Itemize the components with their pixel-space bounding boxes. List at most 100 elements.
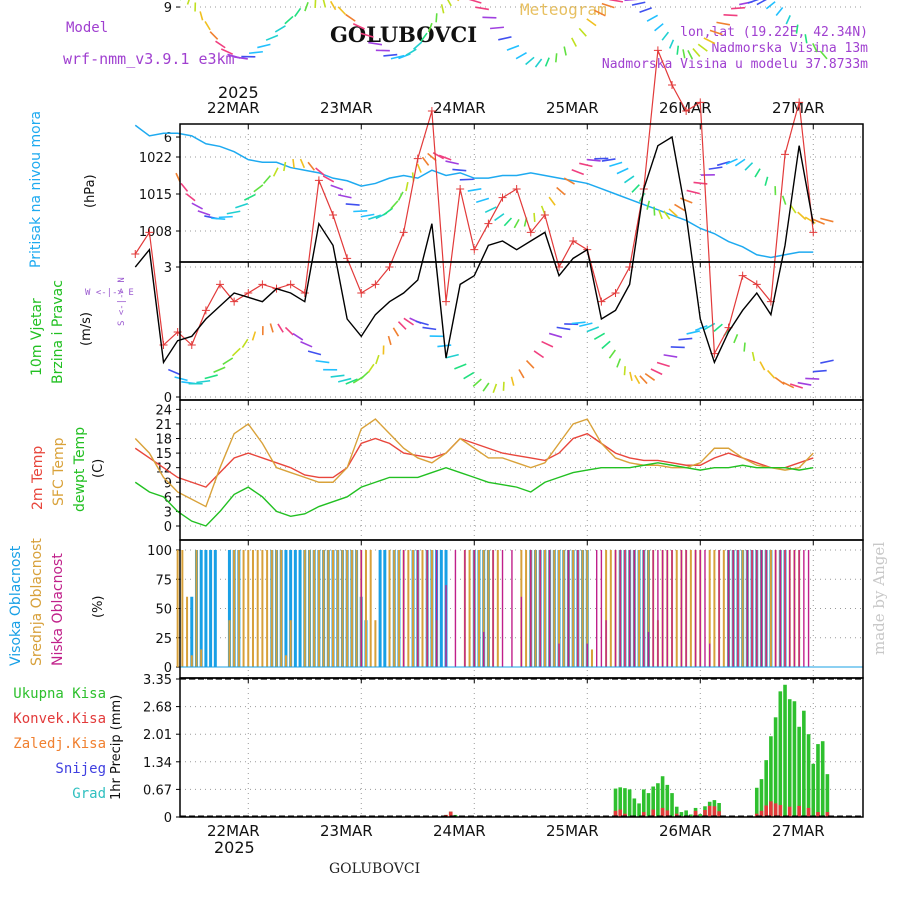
wind-arrow — [482, 382, 490, 392]
wind-arrow — [226, 210, 241, 215]
wind-arrow — [541, 340, 554, 348]
wind-arrow — [459, 178, 474, 181]
wind-arrow — [548, 196, 556, 206]
wind-arrow — [322, 0, 327, 8]
wind-arrow — [360, 213, 375, 218]
wind-arrow — [484, 206, 497, 214]
wind-arrow — [743, 342, 746, 352]
precip-conv-bar — [773, 803, 778, 817]
wind-arrow — [235, 202, 249, 209]
wind-speed-marker — [399, 228, 408, 237]
precip-total-bar — [684, 810, 688, 817]
wind-arrow — [674, 203, 686, 212]
wind-arrow — [601, 158, 616, 162]
wind-arrow — [307, 161, 316, 171]
wind-arrow — [283, 161, 287, 172]
y-tick-label: 1022 — [139, 151, 172, 166]
wind-arrow — [805, 377, 820, 380]
wind-arrow — [759, 361, 766, 371]
precip-conv-bar — [778, 805, 783, 817]
y-tick-label: 1008 — [139, 225, 172, 240]
wind-arrow — [663, 210, 671, 220]
y-tick-label: 15 — [155, 447, 172, 462]
wind-arrow — [427, 152, 437, 162]
wind-arrow — [307, 350, 322, 356]
wind-speed-marker — [781, 150, 790, 159]
wind-arrow — [639, 375, 648, 385]
wind-arrow — [601, 340, 611, 350]
wind-arrow — [472, 378, 482, 387]
wind-arrow — [421, 156, 430, 166]
wind-arrow — [168, 368, 181, 376]
wind-arrow — [234, 56, 248, 60]
wind-arrow — [284, 15, 294, 25]
year-label-bottom: 2025 — [214, 838, 255, 857]
wind-speed-marker — [498, 193, 507, 202]
wind-arrow — [820, 217, 834, 223]
wind-arrow — [754, 168, 761, 178]
wind-speed-marker — [427, 107, 436, 116]
wind-arrow — [782, 381, 795, 389]
day-label-top: 25MAR — [546, 99, 599, 117]
y-tick-label: 100 — [147, 544, 172, 559]
wind-speed-marker — [653, 46, 662, 55]
wind-arrow — [277, 323, 284, 333]
wind-gust-line — [134, 135, 814, 365]
wind-arrow — [697, 43, 708, 52]
precip-conv-bar — [806, 807, 811, 817]
precip-total-bar — [764, 760, 768, 817]
precip-conv-bar — [703, 809, 707, 817]
precip-conv-bar — [787, 806, 792, 817]
wind-arrow — [723, 14, 738, 17]
wind-arrow — [213, 366, 226, 373]
wind-arrow — [265, 34, 279, 41]
wind-arrow — [533, 350, 545, 359]
y-tick-label: 75 — [155, 573, 172, 588]
wind-arrow — [586, 158, 601, 162]
wind-speed-marker — [668, 81, 677, 90]
wind-arrow — [579, 162, 593, 168]
wind-arrow — [186, 0, 190, 5]
wind-arrow — [609, 161, 623, 167]
day-label-bottom: 22MAR — [207, 822, 260, 840]
y-tick-label: 2.01 — [143, 728, 172, 743]
wind-arrow — [781, 195, 787, 205]
wind-speed-marker — [442, 297, 451, 306]
wind-arrow — [510, 376, 515, 386]
wind-arrow — [463, 371, 475, 380]
precip-conv-bar — [660, 807, 665, 817]
precip-total-bar — [820, 741, 825, 817]
wind-arrow — [438, 154, 452, 161]
wind-arrow — [197, 210, 211, 216]
wind-arrow — [220, 48, 234, 55]
wind-arrow — [204, 21, 211, 31]
precip-total-bar — [717, 802, 721, 817]
precip-total-bar — [802, 710, 806, 817]
precip-total-bar — [783, 684, 787, 817]
wind-arrow — [382, 207, 394, 216]
wind-arrow — [315, 167, 325, 176]
precip-total-bar — [797, 726, 801, 817]
y-tick-label: 25 — [155, 632, 172, 647]
wind-arrow — [713, 323, 723, 332]
legend-hail: Grad — [72, 786, 106, 802]
wind-arrow — [678, 337, 693, 341]
wind-arrow — [555, 53, 558, 63]
day-label-bottom: 24MAR — [433, 822, 486, 840]
wind-arrow — [774, 376, 785, 385]
wind-speed-marker — [752, 280, 761, 289]
wind-arrow — [795, 24, 799, 34]
wind-speed-marker — [258, 280, 267, 289]
wind-arrow — [338, 377, 352, 383]
wind-arrow — [571, 321, 586, 325]
wind-arrow — [360, 32, 374, 38]
wind-arrow — [222, 357, 234, 366]
wind-arrow — [571, 168, 585, 176]
wind-arrow — [315, 359, 330, 364]
wind-arrow — [467, 187, 482, 192]
wind-arrow — [299, 158, 306, 169]
wind-arrow — [452, 168, 467, 172]
wind-speed-marker — [131, 250, 140, 259]
wind-arrow — [345, 378, 358, 385]
